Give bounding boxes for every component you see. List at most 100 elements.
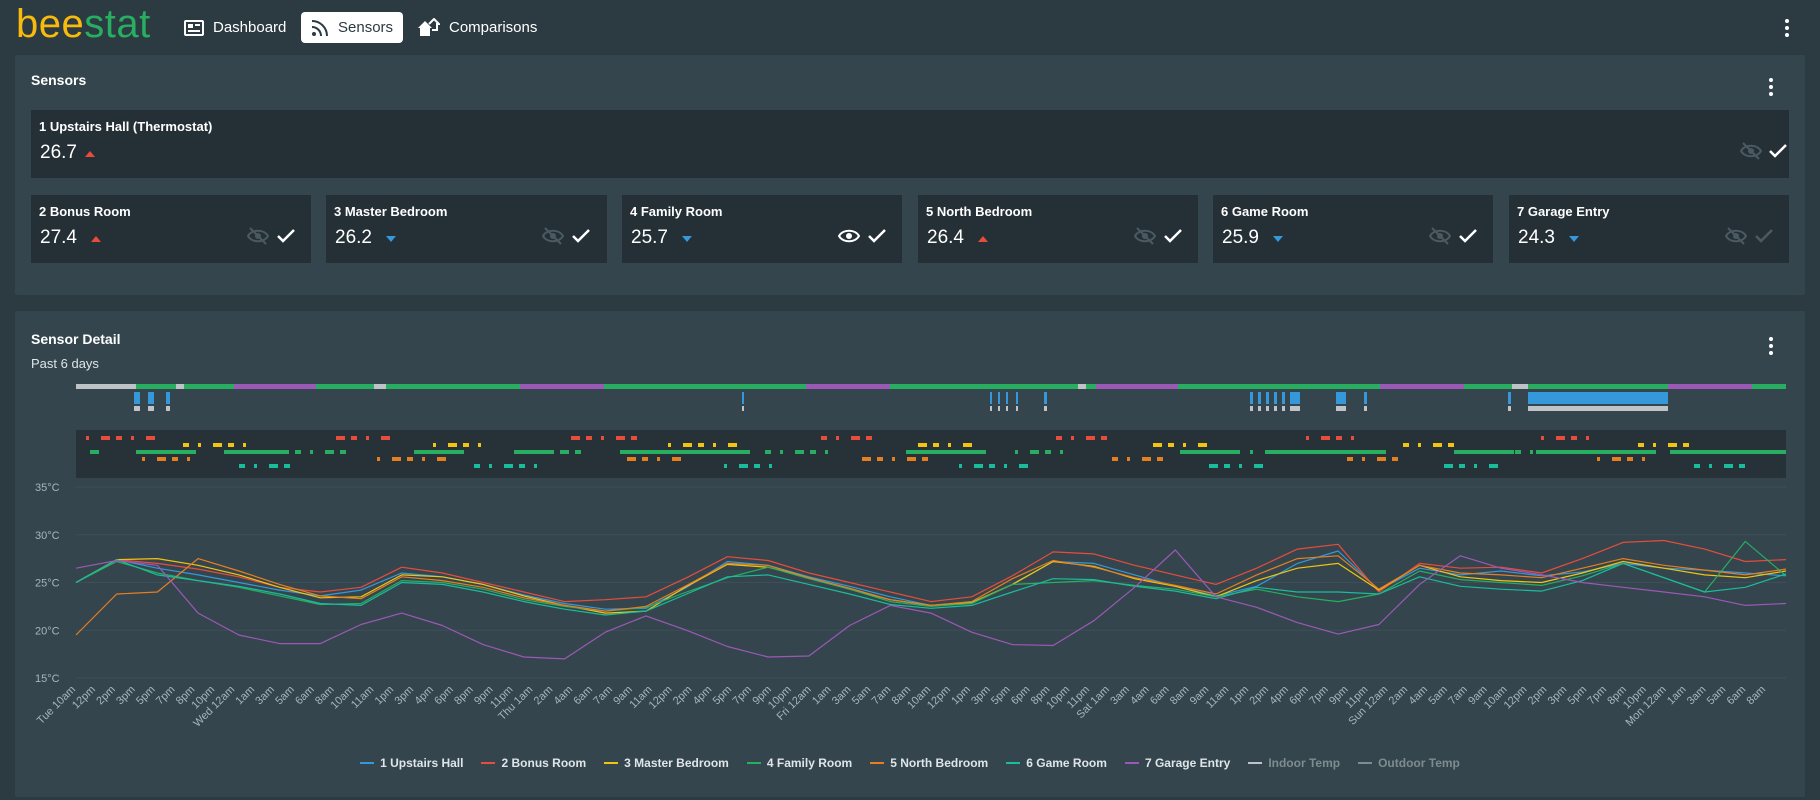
runtime-block <box>1086 384 1096 389</box>
occupancy-mark <box>739 464 748 468</box>
x-tick-label: 2pm <box>1526 684 1550 708</box>
fan-block <box>998 406 1000 411</box>
sensor-detail-menu-icon[interactable] <box>1768 337 1774 355</box>
check-icon-disabled[interactable] <box>1754 227 1774 245</box>
legend-item[interactable]: 5 North Bedroom <box>870 756 988 770</box>
check-icon[interactable] <box>276 227 296 245</box>
nav-sensors-button[interactable]: Sensors <box>301 12 404 43</box>
newspaper-icon <box>184 19 204 36</box>
fan-block <box>1508 406 1511 411</box>
occupancy-mark <box>1459 464 1465 468</box>
x-tick-label: 6pm <box>1009 684 1033 708</box>
runtime-block <box>1668 384 1752 389</box>
occupancy-mark <box>228 443 234 447</box>
check-icon[interactable] <box>1458 227 1478 245</box>
runtime-block <box>1752 384 1786 389</box>
sensor-tile[interactable]: 6 Game Room 25.9 <box>1213 195 1493 263</box>
check-icon[interactable] <box>571 227 591 245</box>
occupancy-mark <box>974 464 983 468</box>
nav-dashboard-button[interactable]: Dashboard <box>174 12 296 43</box>
occupancy-mark <box>504 464 513 468</box>
runtime-block <box>386 384 520 389</box>
occupancy-mark <box>1306 436 1309 440</box>
occupancy-mark <box>989 464 995 468</box>
legend-item[interactable]: 4 Family Room <box>746 756 852 770</box>
sensor-tile[interactable]: 2 Bonus Room 27.4 <box>31 195 311 263</box>
app-menu-icon[interactable] <box>1784 19 1790 37</box>
occupancy-mark <box>198 443 201 447</box>
legend-item[interactable]: 1 Upstairs Hall <box>360 756 463 770</box>
occupancy-mark <box>1556 436 1565 440</box>
occupancy-mark <box>825 450 828 454</box>
check-icon[interactable] <box>867 227 887 245</box>
occupancy-mark <box>295 450 301 454</box>
eye-off-icon[interactable] <box>542 227 564 245</box>
legend-item[interactable]: 2 Bonus Room <box>481 756 586 770</box>
sensor-tile[interactable]: 5 North Bedroom 26.4 <box>918 195 1198 263</box>
x-tick-label: 6am <box>1725 684 1749 708</box>
x-tick-label: 6am <box>1148 684 1172 708</box>
eye-off-icon[interactable] <box>1725 227 1747 245</box>
x-tick-label: 8am <box>1168 684 1192 708</box>
eye-off-icon[interactable] <box>1740 142 1762 160</box>
logo-stat-text: stat <box>84 2 151 46</box>
occupancy-mark <box>284 464 290 468</box>
cooling-block <box>1044 392 1047 404</box>
occupancy-mark <box>392 457 401 461</box>
cooling-block <box>990 392 992 404</box>
legend-item[interactable]: Indoor Temp <box>1248 756 1340 770</box>
occupancy-mark <box>448 443 457 447</box>
occupancy-mark <box>1448 443 1454 447</box>
legend-item[interactable]: 7 Garage Entry <box>1124 756 1230 770</box>
series-line-1-upstairs-hall <box>75 550 1787 610</box>
occupancy-mark <box>183 443 189 447</box>
occupancy-mark <box>683 443 692 447</box>
x-tick-label: 3am <box>830 684 854 708</box>
x-tick-label: 7pm <box>730 684 754 708</box>
fan-block <box>1364 406 1367 411</box>
sensor-tile[interactable]: 3 Master Bedroom 26.2 <box>326 195 607 263</box>
trend-up-icon <box>85 151 95 157</box>
sensor-thermostat[interactable]: 1 Upstairs Hall (Thermostat) 26.7 <box>31 110 1789 178</box>
x-tick-label: 5pm <box>134 684 158 708</box>
occupancy-mark <box>616 436 625 440</box>
sensor-tile[interactable]: 4 Family Room 25.7 <box>622 195 902 263</box>
sensor-tile[interactable]: 7 Garage Entry 24.3 <box>1509 195 1789 263</box>
fan-block <box>742 406 744 411</box>
occupancy-mark <box>672 457 681 461</box>
runtime-block <box>316 384 374 389</box>
occupancy-mark <box>213 443 222 447</box>
occupancy-mark <box>1127 457 1130 461</box>
occupancy-mark <box>1254 464 1263 468</box>
occupancy-mark <box>1321 436 1330 440</box>
occupancy-mark <box>489 464 492 468</box>
sensors-card-menu-icon[interactable] <box>1768 78 1774 96</box>
x-tick-label: 1pm <box>373 684 397 708</box>
occupancy-mark <box>1351 436 1354 440</box>
occupancy-mark <box>131 436 134 440</box>
nav-comparisons-button[interactable]: Comparisons <box>406 12 547 43</box>
check-icon[interactable] <box>1163 227 1183 245</box>
trend-down-icon <box>1569 236 1579 242</box>
legend-item[interactable]: 6 Game Room <box>1006 756 1107 770</box>
occupancy-mark <box>963 443 972 447</box>
sensor-temperature: 27.4 <box>40 227 77 248</box>
occupancy-mark <box>340 450 346 454</box>
check-icon[interactable] <box>1768 142 1788 160</box>
occupancy-mark <box>933 443 939 447</box>
legend-swatch <box>1006 762 1021 764</box>
x-tick-label: 1am <box>233 684 257 708</box>
occupancy-mark <box>851 436 860 440</box>
x-tick-label: 2am <box>1387 684 1411 708</box>
beestat-logo[interactable]: beestat <box>16 2 151 47</box>
eye-off-icon[interactable] <box>1134 227 1156 245</box>
legend-item[interactable]: 3 Master Bedroom <box>604 756 729 770</box>
eye-off-icon[interactable] <box>247 227 269 245</box>
occupancy-mark <box>1209 464 1218 468</box>
eye-icon[interactable] <box>838 227 860 245</box>
occupancy-mark <box>1071 436 1074 440</box>
eye-off-icon[interactable] <box>1429 227 1451 245</box>
legend-item[interactable]: Outdoor Temp <box>1358 756 1460 770</box>
fan-block <box>1282 406 1285 411</box>
